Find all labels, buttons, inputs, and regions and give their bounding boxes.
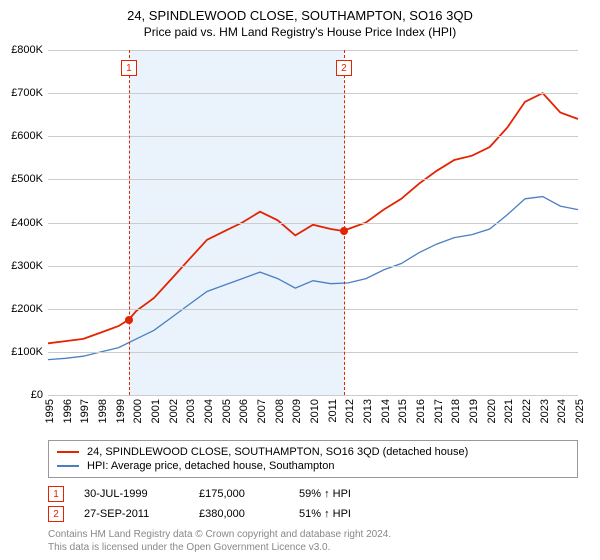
event-badge: 2	[336, 60, 352, 76]
event-price: £175,000	[199, 488, 299, 500]
gridline	[48, 179, 578, 180]
y-axis-label: £400K	[11, 217, 43, 229]
event-table-badge: 1	[48, 486, 64, 502]
event-delta: 51% ↑ HPI	[299, 508, 399, 520]
x-axis-label: 2007	[256, 399, 268, 423]
x-axis-label: 2025	[574, 399, 586, 423]
event-date: 27-SEP-2011	[84, 508, 199, 520]
event-dot	[125, 316, 133, 324]
gridline	[48, 352, 578, 353]
event-table-badge: 2	[48, 506, 64, 522]
legend-row: HPI: Average price, detached house, Sout…	[57, 459, 569, 473]
x-axis-label: 2015	[397, 399, 409, 423]
chart-title: 24, SPINDLEWOOD CLOSE, SOUTHAMPTON, SO16…	[0, 0, 600, 23]
x-axis-label: 2005	[221, 399, 233, 423]
event-line	[344, 50, 345, 395]
y-axis-label: £300K	[11, 260, 43, 272]
event-line	[129, 50, 130, 395]
plot-area: £0£100K£200K£300K£400K£500K£600K£700K£80…	[48, 50, 578, 395]
x-axis-label: 2012	[344, 399, 356, 423]
event-dot	[340, 227, 348, 235]
chart-subtitle: Price paid vs. HM Land Registry's House …	[0, 23, 600, 39]
x-axis-label: 1999	[115, 399, 127, 423]
event-table-row: 1 30-JUL-1999£175,00059% ↑ HPI	[48, 484, 578, 504]
x-axis-label: 2016	[415, 399, 427, 423]
x-axis-label: 2001	[150, 399, 162, 423]
x-axis-label: 2018	[450, 399, 462, 423]
y-axis-label: £200K	[11, 303, 43, 315]
legend-swatch	[57, 465, 79, 467]
x-axis-label: 1995	[44, 399, 56, 423]
legend: 24, SPINDLEWOOD CLOSE, SOUTHAMPTON, SO16…	[48, 440, 578, 554]
legend-label: 24, SPINDLEWOOD CLOSE, SOUTHAMPTON, SO16…	[87, 446, 468, 458]
gridline	[48, 395, 578, 396]
event-table-row: 2 27-SEP-2011£380,00051% ↑ HPI	[48, 504, 578, 524]
legend-label: HPI: Average price, detached house, Sout…	[87, 460, 334, 472]
event-date: 30-JUL-1999	[84, 488, 199, 500]
y-axis-label: £700K	[11, 87, 43, 99]
x-axis-label: 2019	[468, 399, 480, 423]
gridline	[48, 50, 578, 51]
x-axis-label: 1997	[79, 399, 91, 423]
y-axis-label: £600K	[11, 130, 43, 142]
x-axis-label: 2004	[203, 399, 215, 423]
x-axis-label: 2006	[238, 399, 250, 423]
footer-line-2: This data is licensed under the Open Gov…	[48, 541, 578, 554]
event-badge: 1	[121, 60, 137, 76]
legend-row: 24, SPINDLEWOOD CLOSE, SOUTHAMPTON, SO16…	[57, 445, 569, 459]
x-axis-label: 2014	[380, 399, 392, 423]
x-axis-label: 1996	[62, 399, 74, 423]
series-line	[48, 93, 578, 343]
chart-container: { "title": "24, SPINDLEWOOD CLOSE, SOUTH…	[0, 0, 600, 560]
x-axis-label: 2003	[185, 399, 197, 423]
y-axis-label: £500K	[11, 173, 43, 185]
x-axis-label: 2013	[362, 399, 374, 423]
x-axis-label: 2010	[309, 399, 321, 423]
x-axis-label: 1998	[97, 399, 109, 423]
y-axis-label: £0	[31, 389, 43, 401]
gridline	[48, 223, 578, 224]
event-delta: 59% ↑ HPI	[299, 488, 399, 500]
events-table: 1 30-JUL-1999£175,00059% ↑ HPI 2 27-SEP-201…	[48, 484, 578, 524]
x-axis-label: 2021	[503, 399, 515, 423]
x-axis-label: 2020	[486, 399, 498, 423]
event-price: £380,000	[199, 508, 299, 520]
x-axis-label: 2009	[291, 399, 303, 423]
legend-series-box: 24, SPINDLEWOOD CLOSE, SOUTHAMPTON, SO16…	[48, 440, 578, 478]
x-axis-label: 2023	[539, 399, 551, 423]
x-axis-label: 2022	[521, 399, 533, 423]
series-line	[48, 197, 578, 360]
gridline	[48, 93, 578, 94]
legend-swatch	[57, 451, 79, 453]
x-axis-label: 2002	[168, 399, 180, 423]
x-axis-label: 2024	[556, 399, 568, 423]
gridline	[48, 266, 578, 267]
footer-text: Contains HM Land Registry data © Crown c…	[48, 528, 578, 554]
x-axis-label: 2000	[132, 399, 144, 423]
y-axis-label: £800K	[11, 44, 43, 56]
gridline	[48, 136, 578, 137]
x-axis-label: 2011	[327, 399, 339, 423]
x-axis-label: 2008	[274, 399, 286, 423]
y-axis-label: £100K	[11, 346, 43, 358]
x-axis-label: 2017	[433, 399, 445, 423]
gridline	[48, 309, 578, 310]
footer-line-1: Contains HM Land Registry data © Crown c…	[48, 528, 578, 541]
